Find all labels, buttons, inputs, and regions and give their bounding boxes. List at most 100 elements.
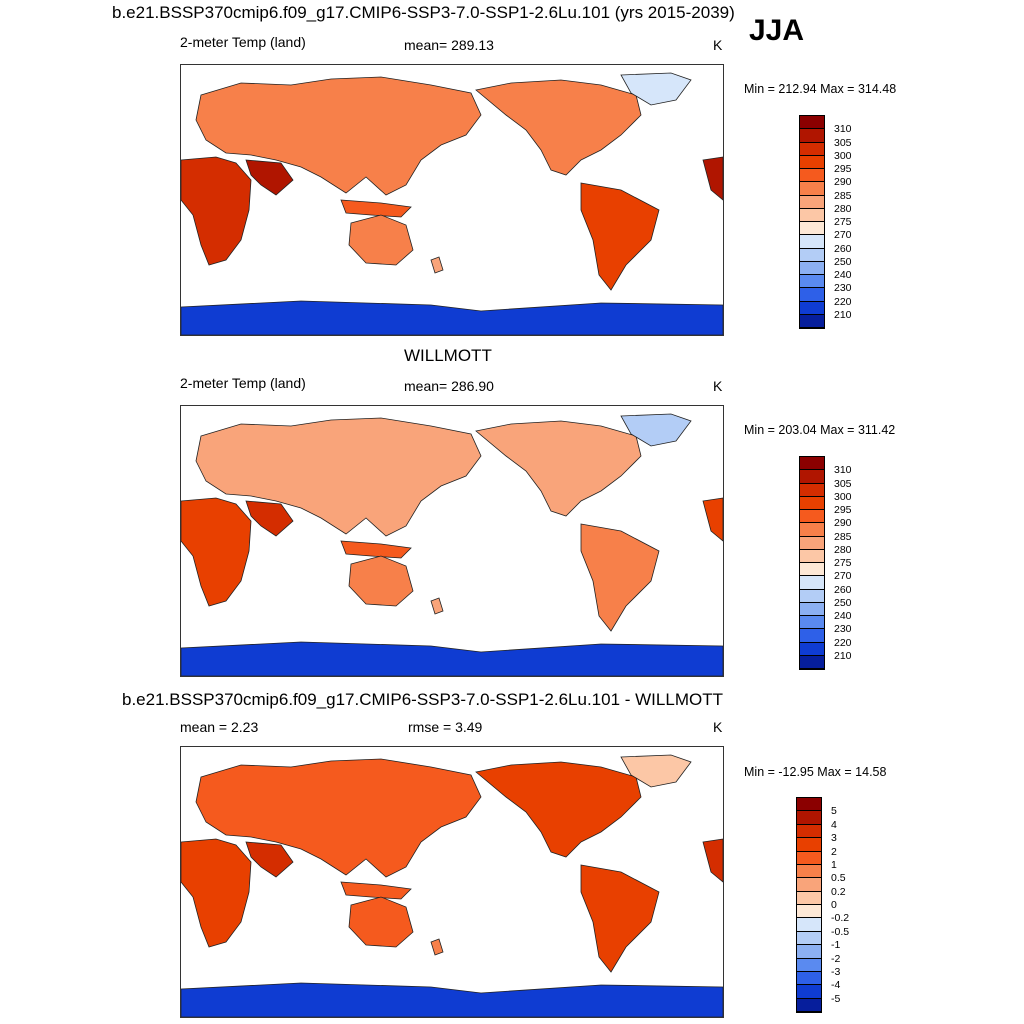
new-zealand-region <box>430 597 444 615</box>
eurasia-region <box>195 417 482 537</box>
colorbar-tick-label: 0 <box>831 899 837 911</box>
colorbar-tick-label: 210 <box>834 649 852 662</box>
africa-west-edge-region <box>702 156 723 201</box>
colorbar-tick-label: 290 <box>834 176 852 189</box>
colorbar-swatch <box>800 116 824 130</box>
colorbar-swatch <box>800 563 824 577</box>
colorbar-swatch <box>800 576 824 590</box>
panel1-title: b.e21.BSSP370cmip6.f09_g17.CMIP6-SSP3-7.… <box>112 3 735 22</box>
arabia-india-region <box>245 841 294 878</box>
indonesia-region <box>340 199 412 218</box>
colorbar-swatch <box>800 616 824 630</box>
colorbar-swatch <box>800 169 824 183</box>
colorbar-tick-label: 220 <box>834 295 852 308</box>
colorbar-swatch <box>797 945 821 959</box>
panel2-title: WILLMOTT <box>404 346 492 365</box>
colorbar-tick-label: 4 <box>831 818 837 831</box>
colorbar-swatch <box>800 288 824 302</box>
colorbar-tick-label: 310 <box>834 123 852 136</box>
africa-region <box>181 156 252 266</box>
colorbar-tick-label: 0.2 <box>831 885 846 898</box>
colorbar-tick-label: 295 <box>834 504 852 516</box>
colorbar-tick-label: 285 <box>834 530 852 543</box>
colorbar-swatch <box>800 261 824 275</box>
antarctica-region <box>181 982 723 1017</box>
colorbar-swatch <box>800 510 824 524</box>
africa-west-edge-region <box>702 838 723 883</box>
colorbar-swatch <box>800 549 824 563</box>
colorbar-swatch <box>797 971 821 986</box>
africa-region <box>181 838 252 948</box>
colorbar-swatch <box>800 235 824 249</box>
panel1-minmax: Min = 212.94 Max = 314.48 <box>744 82 897 96</box>
colorbar-swatch <box>800 142 824 156</box>
colorbar-tick-label: 305 <box>834 136 852 149</box>
colorbar-swatch <box>800 275 824 289</box>
south-america-region <box>580 182 660 291</box>
colorbar-tick-label: 240 <box>834 269 852 281</box>
colorbar-tick-label: 285 <box>834 189 852 202</box>
colorbar-tick-label: 270 <box>834 570 852 583</box>
antarctica-region <box>181 641 723 676</box>
north-america-region <box>475 79 642 176</box>
panel3-land <box>181 754 723 1017</box>
colorbar-swatch <box>800 129 824 143</box>
north-america-region <box>475 420 642 517</box>
colorbar-swatch <box>797 958 821 972</box>
panel3-map-canvas <box>181 754 723 1017</box>
colorbar-tick-label: 275 <box>834 216 852 228</box>
colorbar-tick-label: 300 <box>834 490 852 503</box>
greenland-region <box>620 754 692 788</box>
panel3-title: b.e21.BSSP370cmip6.f09_g17.CMIP6-SSP3-7.… <box>122 690 723 709</box>
colorbar-swatch <box>800 195 824 209</box>
colorbar-tick-label: 2 <box>831 845 837 858</box>
colorbar-tick-label: 210 <box>834 308 852 321</box>
colorbar-swatch <box>800 655 824 669</box>
colorbar-swatch <box>797 918 821 932</box>
panel3-mean: mean = 2.23 <box>180 719 259 735</box>
south-america-region <box>580 864 660 973</box>
colorbar-tick-label: 305 <box>834 477 852 490</box>
south-america-region <box>580 523 660 632</box>
colorbar-tick-label: 280 <box>834 202 852 215</box>
eurasia-region <box>195 758 482 878</box>
greenland-region <box>620 413 692 447</box>
panel1-units: K <box>713 37 723 53</box>
colorbar-swatch <box>797 878 821 892</box>
arabia-india-region <box>245 500 294 537</box>
eurasia-region <box>195 76 482 196</box>
panel2-map-canvas <box>181 413 723 676</box>
colorbar-swatch <box>800 248 824 262</box>
panel2-minmax: Min = 203.04 Max = 311.42 <box>744 423 896 437</box>
panel3-units: K <box>713 719 723 735</box>
panel3-map <box>180 746 724 1018</box>
colorbar-tick-label: -2 <box>831 952 841 965</box>
panel1-map-canvas <box>181 72 723 335</box>
panel1-land <box>181 72 723 335</box>
panel2-mean: mean= 286.90 <box>404 378 494 394</box>
colorbar-swatch <box>797 905 821 919</box>
greenland-region <box>620 72 692 106</box>
colorbar-tick-label: 0.5 <box>831 872 846 885</box>
colorbar-swatch <box>800 483 824 497</box>
colorbar-swatch <box>800 222 824 236</box>
colorbar-tick-label: 3 <box>831 832 837 845</box>
colorbar-tick-label: 275 <box>834 557 852 569</box>
colorbar-tick-label: 240 <box>834 610 852 622</box>
antarctica-region <box>181 300 723 335</box>
colorbar-swatch <box>800 301 824 315</box>
australia-region <box>348 896 414 948</box>
panel1-mean: mean= 289.13 <box>404 37 494 53</box>
panel2-land <box>181 413 723 676</box>
colorbar-tick-label: 230 <box>834 623 852 636</box>
indonesia-region <box>340 881 412 900</box>
colorbar-tick-label: 250 <box>834 596 852 609</box>
colorbar-tick-label: 310 <box>834 464 852 477</box>
colorbar-swatch <box>797 838 821 852</box>
panel3-minmax: Min = -12.95 Max = 14.58 <box>744 765 887 779</box>
colorbar-swatch <box>800 589 824 603</box>
colorbar-tick-label: -1 <box>831 939 841 952</box>
africa-region <box>181 497 252 607</box>
colorbar-tick-label: 260 <box>834 583 852 596</box>
colorbar-tick-label: 295 <box>834 163 852 175</box>
